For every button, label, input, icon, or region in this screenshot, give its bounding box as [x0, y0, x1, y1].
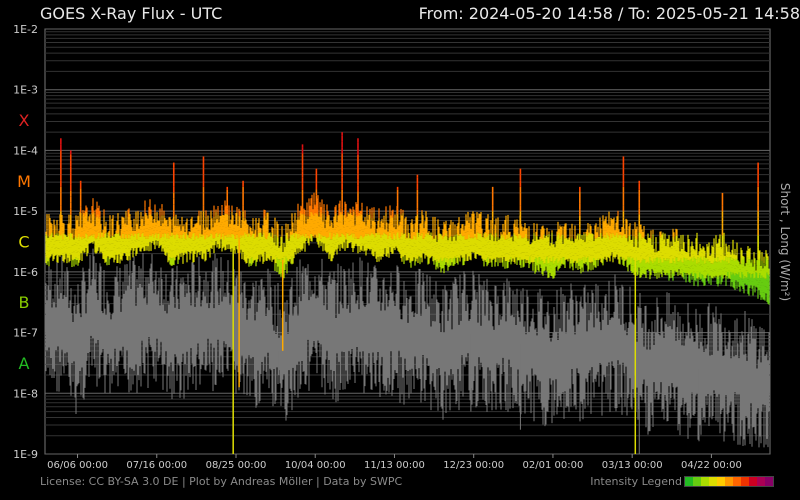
x-tick-label: 06/06 00:00: [47, 460, 108, 470]
x-tick-label: 03/13 00:00: [602, 460, 663, 470]
x-tick-label: 04/22 00:00: [681, 460, 742, 470]
y-tick-label: 1E-5: [13, 205, 38, 218]
x-tick-label: 08/25 00:00: [206, 460, 267, 470]
right-axis-label: Short , Long (W/m²): [778, 182, 792, 302]
x-tick-label: 12/23 00:00: [443, 460, 504, 470]
legend-swatch: [725, 477, 733, 486]
y-tick-label: 1E-2: [13, 23, 38, 36]
license-text: License: CC BY-SA 3.0 DE | Plot by Andre…: [40, 475, 403, 488]
legend-swatch: [701, 477, 709, 486]
x-tick-label: 07/16 00:00: [126, 460, 187, 470]
class-label-c: C: [18, 233, 29, 252]
x-tick-label: 10/04 00:00: [285, 460, 346, 470]
xray-flux-chart: 1E-2 1E-3 1E-4 1E-5 1E-6 1E-7 1E-8 1E-9 X M C B A 06/…: [13, 23, 771, 470]
series: [45, 132, 770, 454]
legend-swatch: [757, 477, 765, 486]
x-tick-label: 02/01 00:00: [523, 460, 584, 470]
legend-swatch: [733, 477, 741, 486]
legend-swatch: [709, 477, 717, 486]
legend-swatch: [693, 477, 701, 486]
axes: 1E-2 1E-3 1E-4 1E-5 1E-6 1E-7 1E-8 1E-9 X M C B A 06/…: [13, 23, 742, 470]
legend-swatch: [685, 477, 693, 486]
class-label-x: X: [19, 111, 30, 130]
legend-swatch: [765, 477, 773, 486]
legend-swatch: [741, 477, 749, 486]
y-tick-label: 1E-8: [13, 387, 38, 400]
y-tick-label: 1E-4: [13, 144, 38, 157]
intensity-legend-label: Intensity Legend: [590, 475, 682, 488]
legend-swatch: [749, 477, 757, 486]
y-tick-label: 1E-7: [13, 327, 38, 340]
date-range: From: 2024-05-20 14:58 / To: 2025-05-21 …: [418, 4, 800, 23]
class-label-m: M: [17, 172, 31, 191]
class-label-b: B: [19, 293, 30, 312]
y-tick-label: 1E-3: [13, 84, 38, 97]
intensity-legend: Intensity Legend: [590, 475, 774, 488]
intensity-legend-bar: [684, 476, 774, 487]
x-tick-label: 11/13 00:00: [364, 460, 425, 470]
y-tick-label: 1E-6: [13, 266, 38, 279]
legend-swatch: [717, 477, 725, 486]
y-tick-label: 1E-9: [13, 448, 38, 461]
chart-title: GOES X-Ray Flux - UTC: [40, 4, 223, 23]
class-label-a: A: [19, 354, 30, 373]
